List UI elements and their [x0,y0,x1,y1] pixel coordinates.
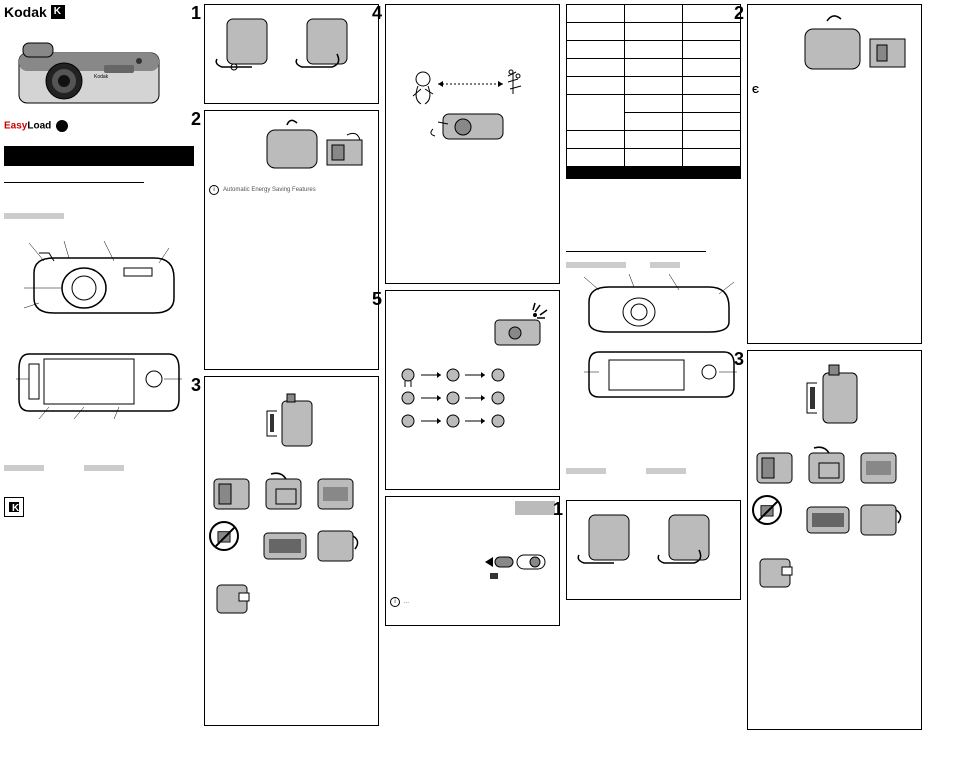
kodak-k-icon-small [9,502,19,512]
table-row [567,59,741,77]
step-4-panel: 4 [385,4,560,284]
film-step-d [261,521,309,569]
step-number-3: 3 [191,375,201,396]
info-badge-icon: i [209,185,219,195]
step-number-2: 2 [191,109,201,130]
easyload-badge: EasyLoad [4,120,194,132]
grey-label-1 [4,465,44,471]
film-step-2a [752,443,800,491]
step-number-1: 1 [191,3,201,24]
divider-2 [566,251,706,252]
strap-attach-diagram [209,9,374,79]
shutter-press-diagram [390,295,555,355]
film-step-2b [804,443,852,491]
svg-text:Kodak: Kodak [94,74,109,80]
table-row [567,41,741,59]
prohibit-icon [209,521,239,551]
film-step-e [313,521,361,569]
easyload-dot-icon [56,120,68,132]
redeye-sequence-diagram [390,355,555,435]
grey-heading-2b [650,262,680,268]
film-step-a [209,469,257,517]
easyload-black-text: Load [27,121,51,132]
step-5-panel: 5 [385,290,560,490]
step-3b-panel: 3 [747,350,922,730]
spec-table [566,4,741,167]
rewind-dots: ... [404,599,409,605]
film-step-f [209,573,257,621]
step-number-1b: 1 [553,499,563,520]
table-row [567,131,741,149]
rewind-panel: i ... [385,496,560,626]
table-row [567,149,741,167]
film-step-c [313,469,361,517]
table-row [567,23,741,41]
table-row [567,77,741,95]
ce-mark-row: Є [752,85,917,96]
energy-saving-note: i Automatic Energy Saving Features [209,183,374,197]
prohibit-icon-2 [752,495,782,525]
brand-header: Kodak [4,4,194,20]
step-3-panel: 3 [204,376,379,726]
step-2b-panel: 2 Є [747,4,922,344]
divider [4,182,144,183]
grey-label-4 [646,468,686,474]
two-label-row-2 [566,468,741,474]
info-badge-icon-2: i [390,597,400,607]
film-cartridge-diagram-2 [752,355,917,435]
battery-door-diagram-2 [752,9,917,79]
rewind-switch-diagram [390,535,555,595]
brand-text: Kodak [4,4,47,20]
kodak-k-icon [51,5,65,19]
grey-label-3 [566,468,606,474]
film-step-2d [804,495,852,543]
film-load-steps-2 [752,443,917,595]
film-step-2e [856,495,904,543]
camera-parts-diagram-2 [566,272,741,402]
col4-section [566,245,741,402]
battery-door-diagram [209,115,374,175]
camera-front-parts-diagram [4,233,194,323]
film-step-b [261,469,309,517]
table-row [567,95,741,113]
film-load-steps [209,469,374,621]
rewind-top-row [390,501,555,515]
hero-camera-illustration: Kodak [4,30,174,110]
film-step-2f [752,547,800,595]
kodak-logo-box [4,497,24,517]
grey-label-2 [84,465,124,471]
rewind-note: i ... [390,595,555,609]
step-number-5: 5 [372,289,382,310]
step-1b-panel: 1 [566,500,741,600]
table-black-footer [566,167,741,179]
step-number-3b: 3 [734,349,744,370]
energy-text: Automatic Energy Saving Features [223,187,316,193]
camera-back-parts-diagram [4,329,194,419]
step-number-4: 4 [372,3,382,24]
film-cartridge-diagram [209,381,374,461]
film-step-2c [856,443,904,491]
step-1-panel: 1 [204,4,379,104]
step-number-2b: 2 [734,3,744,24]
grey-block [515,501,555,515]
section-heading-redacted [4,213,64,219]
step-2-panel: 2 i Automatic Energy Saving Features [204,110,379,370]
film-step-2-prohibit [752,495,800,543]
easyload-red-text: Easy [4,121,27,132]
black-title-bar [4,146,194,166]
film-step-prohibit [209,521,257,569]
composition-distance-diagram [390,49,555,149]
table-row [567,5,741,23]
two-label-row [4,465,194,471]
grey-heading-2 [566,262,626,268]
ce-mark-icon: Є [752,85,759,96]
spec-table-container [566,4,741,179]
strap-attach-diagram-2 [571,505,736,575]
